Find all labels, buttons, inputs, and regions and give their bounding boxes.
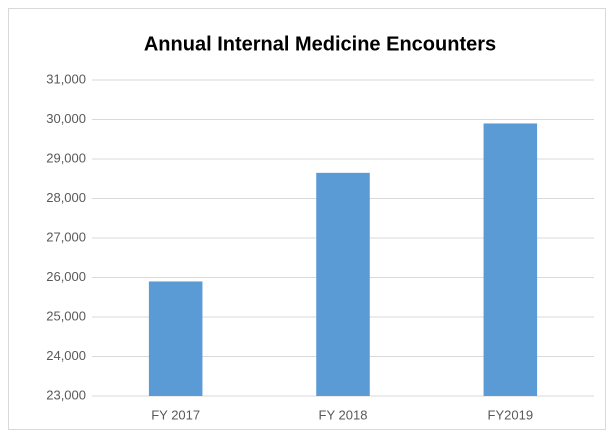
x-tick-label: FY 2018 <box>319 407 368 422</box>
y-tick-label: 29,000 <box>46 150 86 165</box>
bar <box>148 281 203 396</box>
bar <box>316 172 370 396</box>
y-tick-label: 27,000 <box>46 229 86 244</box>
x-tick-label: FY2019 <box>488 407 534 422</box>
bar <box>483 123 538 396</box>
y-tick-label: 28,000 <box>46 190 86 205</box>
y-tick-label: 24,000 <box>46 348 86 363</box>
y-tick-label: 23,000 <box>46 387 86 402</box>
y-tick-label: 30,000 <box>46 111 86 126</box>
y-tick-label: 25,000 <box>46 308 86 323</box>
y-tick-label: 26,000 <box>46 269 86 284</box>
x-tick-label: FY 2017 <box>151 407 200 422</box>
y-tick-label: 31,000 <box>46 71 86 86</box>
chart-title: Annual Internal Medicine Encounters <box>144 33 496 55</box>
